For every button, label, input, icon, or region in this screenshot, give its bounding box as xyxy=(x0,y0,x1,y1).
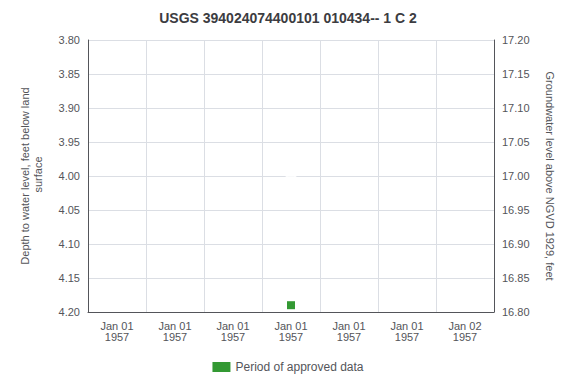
svg-text:17.10: 17.10 xyxy=(502,102,530,114)
svg-text:Jan 01: Jan 01 xyxy=(274,319,308,332)
svg-text:surface: surface xyxy=(32,156,44,195)
svg-text:1957: 1957 xyxy=(279,331,303,343)
svg-text:Jan 01: Jan 01 xyxy=(216,319,250,332)
svg-text:17.20: 17.20 xyxy=(502,34,530,46)
svg-text:4.20: 4.20 xyxy=(59,306,80,318)
svg-text:16.90: 16.90 xyxy=(502,238,530,250)
svg-text:Jan 01: Jan 01 xyxy=(158,319,192,332)
svg-text:17.00: 17.00 xyxy=(502,170,530,182)
svg-text:3.90: 3.90 xyxy=(59,102,80,114)
svg-text:Groundwater level above NGVD 1: Groundwater level above NGVD 1929, feet xyxy=(544,71,556,280)
svg-text:17.05: 17.05 xyxy=(502,136,530,148)
svg-text:1957: 1957 xyxy=(105,331,129,343)
svg-text:16.85: 16.85 xyxy=(502,272,530,284)
svg-text:1957: 1957 xyxy=(395,331,419,343)
svg-text:USGS 394024074400101 010434--: USGS 394024074400101 010434-- 1 C 2 xyxy=(159,10,417,26)
svg-text:Jan 01: Jan 01 xyxy=(332,319,366,332)
svg-text:17.15: 17.15 xyxy=(502,68,530,80)
svg-text:16.80: 16.80 xyxy=(502,306,530,318)
svg-text:4.00: 4.00 xyxy=(59,170,80,182)
svg-text:3.95: 3.95 xyxy=(59,136,80,148)
svg-text:1957: 1957 xyxy=(163,331,187,343)
svg-text:1957: 1957 xyxy=(453,331,477,343)
svg-text:Jan 01: Jan 01 xyxy=(100,319,134,332)
svg-text:3.85: 3.85 xyxy=(59,68,80,80)
svg-text:1957: 1957 xyxy=(221,331,245,343)
svg-text:Period of approved data: Period of approved data xyxy=(235,360,363,374)
svg-text:3.80: 3.80 xyxy=(59,34,80,46)
svg-text:Jan 01: Jan 01 xyxy=(390,319,424,332)
svg-text:Jan 02: Jan 02 xyxy=(448,319,482,332)
svg-text:16.95: 16.95 xyxy=(502,204,530,216)
svg-text:1957: 1957 xyxy=(337,331,361,343)
svg-text:4.10: 4.10 xyxy=(59,238,80,250)
svg-text:Depth to water level, feet bel: Depth to water level, feet below land xyxy=(19,87,31,264)
svg-text:4.15: 4.15 xyxy=(59,272,80,284)
svg-text:4.05: 4.05 xyxy=(59,204,80,216)
